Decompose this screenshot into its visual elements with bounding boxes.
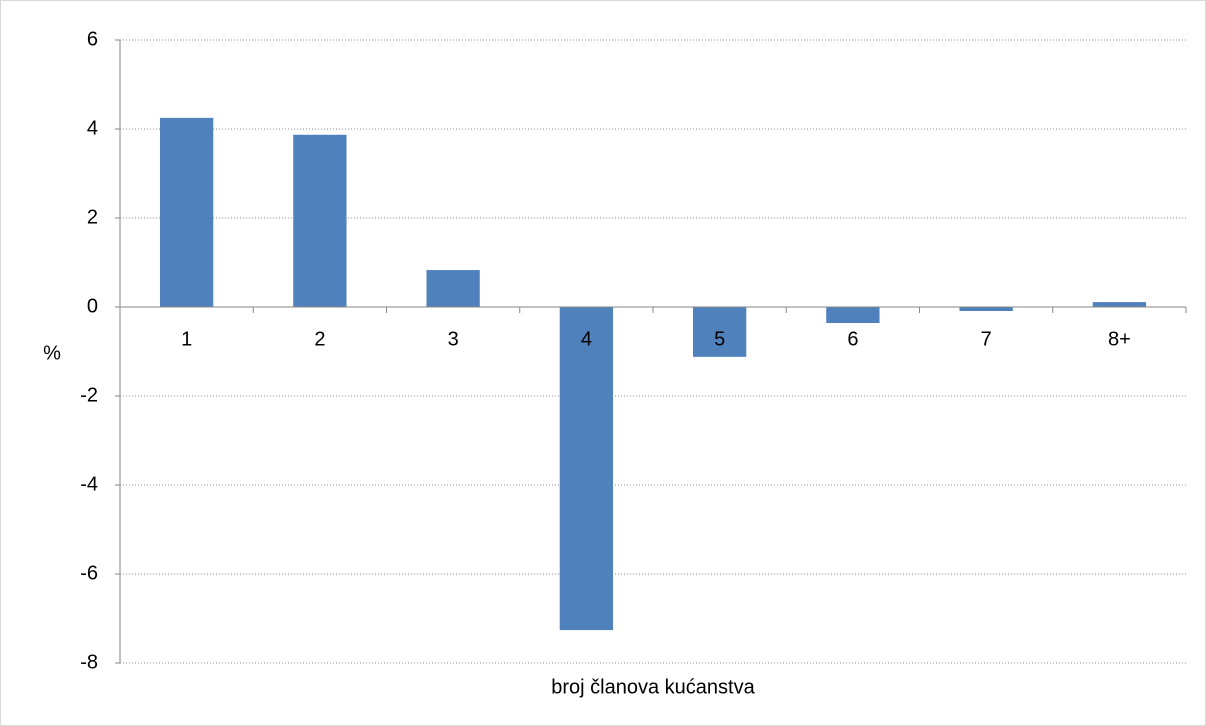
y-tick-label: -2 [80, 384, 98, 406]
bar [559, 307, 614, 631]
x-tick-label: 7 [981, 328, 992, 350]
y-tick-label: 2 [87, 206, 98, 228]
x-tick-label: 4 [581, 328, 592, 350]
bar [426, 270, 480, 307]
bar [826, 307, 880, 324]
x-tick-label: 8+ [1108, 328, 1131, 350]
x-axis-label: broj članova kućanstva [551, 676, 755, 698]
x-tick-label: 3 [448, 328, 459, 350]
x-tick-label: 6 [847, 328, 858, 350]
y-axis-label: % [43, 342, 61, 364]
x-tick-label: 5 [714, 328, 725, 350]
bar [293, 134, 347, 307]
bar [1092, 302, 1147, 307]
y-tick-label: 6 [87, 28, 98, 50]
y-tick-label: -6 [80, 562, 98, 584]
y-tick-label: -4 [80, 473, 98, 495]
x-tick-label: 2 [314, 328, 325, 350]
y-tick-label: 0 [87, 295, 98, 317]
y-tick-label: 4 [87, 117, 98, 139]
bar [692, 307, 747, 357]
x-tick-label: 1 [181, 328, 192, 350]
y-tick-label: -8 [80, 651, 98, 673]
bar [959, 307, 1013, 312]
bar [159, 117, 214, 307]
